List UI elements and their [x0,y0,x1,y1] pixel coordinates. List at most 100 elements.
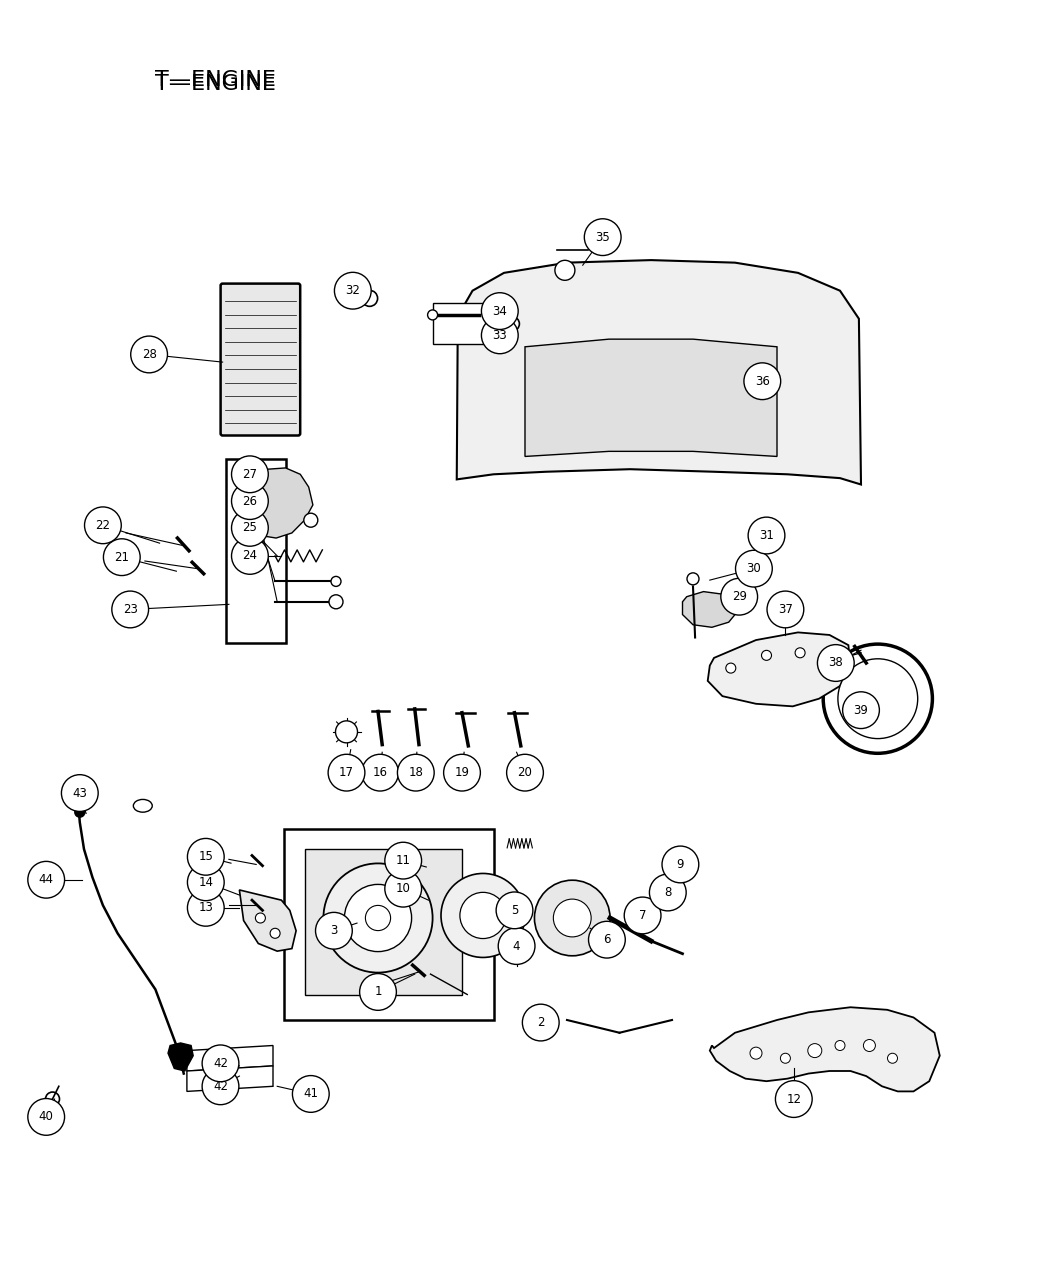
Circle shape [202,1046,239,1081]
Circle shape [303,514,318,527]
Text: 32: 32 [345,284,360,297]
Circle shape [588,922,626,958]
Circle shape [863,1039,876,1052]
Text: 4: 4 [512,940,521,952]
Circle shape [27,1099,64,1135]
Text: 3: 3 [330,924,338,937]
Text: 35: 35 [595,231,610,244]
Circle shape [662,847,699,882]
Text: 34: 34 [492,305,507,317]
Text: 14: 14 [198,876,213,889]
Circle shape [270,928,280,938]
Text: 21: 21 [114,551,129,564]
Circle shape [823,644,932,754]
Circle shape [887,1053,898,1063]
Text: 19: 19 [455,766,469,779]
Circle shape [361,291,378,306]
Circle shape [315,913,352,949]
Text: 23: 23 [123,603,138,616]
Circle shape [726,663,736,673]
Text: 36: 36 [755,375,770,388]
Circle shape [769,386,777,394]
Circle shape [687,572,699,585]
Circle shape [553,899,591,937]
FancyBboxPatch shape [220,283,300,436]
Circle shape [188,839,225,875]
Circle shape [835,1040,845,1051]
Bar [226,459,286,643]
Circle shape [27,862,64,898]
Circle shape [202,1068,239,1104]
Circle shape [460,892,506,938]
Text: 30: 30 [747,562,761,575]
Circle shape [359,974,397,1010]
Circle shape [748,518,785,553]
Text: 27: 27 [243,468,257,481]
Text: 40: 40 [39,1111,54,1123]
Circle shape [334,273,372,309]
Circle shape [534,880,610,956]
Polygon shape [187,1066,273,1091]
Circle shape [505,317,520,330]
Circle shape [384,871,421,907]
Circle shape [780,1053,791,1063]
Circle shape [584,219,621,255]
Text: 10: 10 [396,882,411,895]
Text: 42: 42 [213,1080,228,1093]
Polygon shape [710,1007,940,1091]
Text: 5: 5 [510,904,519,917]
Circle shape [720,579,757,615]
Circle shape [292,1076,330,1112]
Circle shape [807,1044,822,1057]
Text: 17: 17 [339,766,354,779]
Text: 43: 43 [72,787,87,799]
Circle shape [231,456,269,492]
Text: T—ENGINE: T—ENGINE [155,70,276,91]
Polygon shape [242,468,313,538]
Text: 33: 33 [492,329,507,342]
Text: 38: 38 [828,657,843,669]
Circle shape [323,863,433,973]
Circle shape [743,363,780,399]
Circle shape [818,645,855,681]
Text: T—ENGINE: T—ENGINE [155,74,276,94]
Circle shape [188,864,225,900]
Circle shape [365,905,391,931]
Polygon shape [525,339,777,456]
Circle shape [61,775,99,811]
Text: 42: 42 [213,1057,228,1070]
Text: 31: 31 [759,529,774,542]
Text: 8: 8 [664,886,672,899]
Polygon shape [708,632,850,706]
Circle shape [331,576,341,587]
Circle shape [750,1047,762,1060]
Text: 12: 12 [786,1093,801,1105]
Circle shape [231,538,269,574]
Circle shape [441,873,525,958]
Circle shape [775,1081,813,1117]
Text: 20: 20 [518,766,532,779]
Text: 44: 44 [39,873,54,886]
Polygon shape [682,592,737,627]
Text: 1: 1 [374,986,382,998]
Text: 25: 25 [243,521,257,534]
Circle shape [344,885,412,951]
Polygon shape [187,1046,273,1071]
Circle shape [45,1093,60,1105]
Circle shape [231,483,269,519]
Polygon shape [168,1043,193,1071]
Circle shape [336,720,357,743]
Text: 16: 16 [373,766,387,779]
Circle shape [130,337,168,372]
Circle shape [506,755,544,790]
Circle shape [111,592,149,627]
Circle shape [329,595,343,608]
Circle shape [496,892,532,928]
Circle shape [481,317,518,353]
Circle shape [554,260,575,280]
Circle shape [766,592,804,627]
Text: 13: 13 [198,901,213,914]
Text: 11: 11 [396,854,411,867]
Text: 22: 22 [96,519,110,532]
Bar [284,829,493,1020]
